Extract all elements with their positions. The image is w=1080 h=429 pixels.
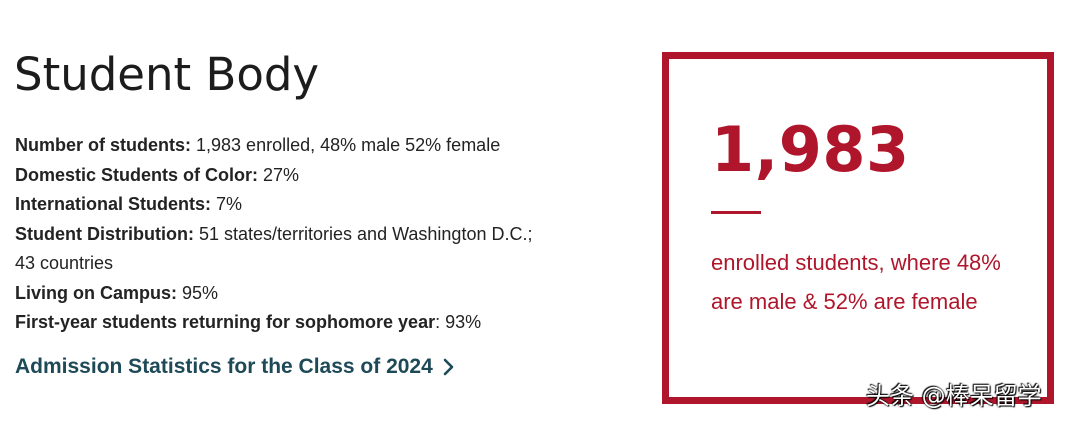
fact-students-of-color: Domestic Students of Color: 27% (15, 161, 635, 191)
fact-value: 95% (177, 282, 219, 303)
fact-value: 51 states/territories and Washington D.C… (193, 223, 533, 244)
fact-label: First-year students returning for sophom… (15, 312, 436, 332)
enrollment-number: 1,983 (711, 113, 910, 186)
fact-value: 7% (211, 194, 243, 214)
fact-label: Living on Campus: (15, 282, 177, 303)
fact-label: Domestic Students of Color: (15, 164, 259, 185)
page-title: Student Body (14, 48, 320, 101)
fact-value: 1,983 enrolled, 48% male 52% female (191, 135, 501, 155)
fact-value: 27% (258, 164, 300, 185)
fact-label: Number of students: (15, 135, 192, 155)
fact-number-of-students: Number of students: 1,983 enrolled, 48% … (15, 131, 635, 161)
chevron-right-icon (441, 357, 457, 377)
admission-statistics-link-text: Admission Statistics for the Class of 20… (15, 355, 433, 378)
enrollment-description: enrolled students, where 48% are male & … (711, 250, 1001, 314)
student-facts-list: Number of students: 1,983 enrolled, 48% … (15, 131, 635, 338)
fact-value: : 93% (435, 312, 482, 332)
fact-student-distribution: Student Distribution: 51 states/territor… (15, 220, 635, 250)
fact-international-students: International Students: 7% (15, 190, 635, 220)
fact-label: Student Distribution: (15, 223, 194, 244)
fact-student-distribution-continued: 43 countries (15, 249, 635, 279)
fact-retention: First-year students returning for sophom… (15, 308, 635, 338)
admission-statistics-link[interactable]: Admission Statistics for the Class of 20… (15, 355, 457, 379)
watermark: 头条 @棒呆留学 (866, 382, 1042, 410)
enrollment-stat-card: 1,983 enrolled students, where 48% are m… (662, 52, 1054, 404)
fact-label: International Students: (15, 194, 212, 214)
fact-living-on-campus: Living on Campus: 95% (15, 279, 635, 309)
divider (711, 211, 761, 214)
fact-value: 43 countries (15, 253, 114, 273)
